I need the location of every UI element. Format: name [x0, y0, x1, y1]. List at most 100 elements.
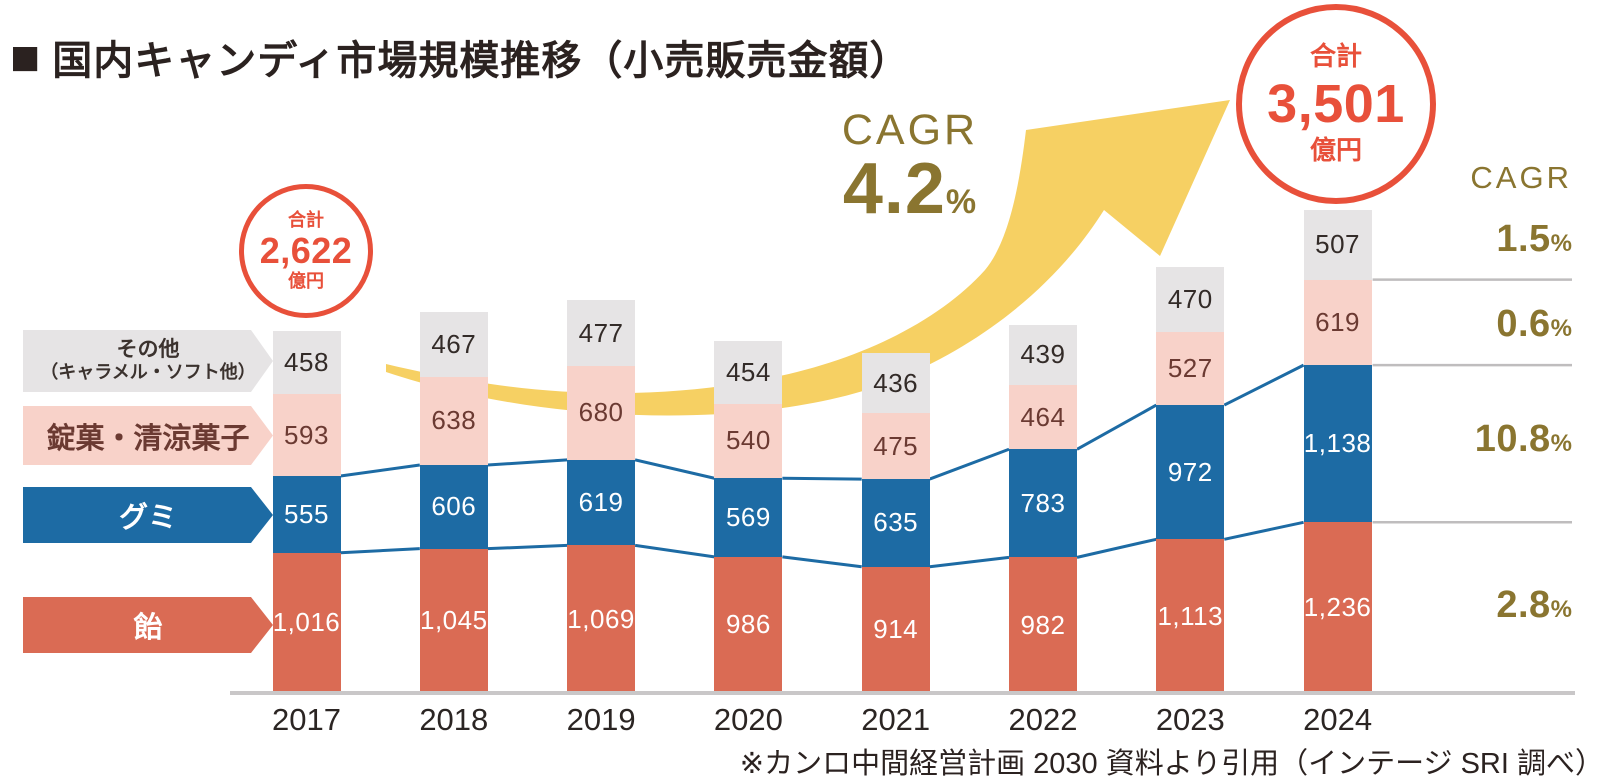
legend-item-gummy: グミ — [23, 487, 273, 543]
bar-segment: 680 — [567, 365, 636, 460]
bar-segment: 477 — [567, 300, 636, 366]
bar-segment: 914 — [861, 566, 930, 693]
bar-value-label: 436 — [873, 367, 919, 398]
total-badge-2017: 合計 2,622 億円 — [239, 184, 373, 318]
bar-value-label: 914 — [873, 614, 919, 645]
bar-segment: 1,045 — [419, 548, 488, 693]
bar-value-label: 619 — [1315, 306, 1361, 337]
bar-value-label: 477 — [578, 317, 624, 348]
cagr-value-candy: 2.8% — [1496, 584, 1572, 626]
percent-sign: % — [1550, 430, 1572, 457]
bar-segment: 569 — [714, 478, 783, 557]
title-square-icon: ■ — [10, 29, 41, 85]
bar-segment: 619 — [1303, 279, 1372, 366]
page-title-text: 国内キャンディ市場規模推移（小売販売金額） — [52, 39, 911, 83]
bar-segment: 439 — [1009, 324, 1077, 386]
bar-segment: 436 — [861, 353, 930, 414]
total-value: 3,501 — [1267, 73, 1405, 134]
bar-segment: 555 — [272, 476, 341, 553]
bar-value-label: 1,016 — [272, 607, 341, 638]
total-heading: 合計 — [1309, 40, 1362, 71]
bar-segment: 619 — [567, 459, 636, 546]
x-axis-year-label: 2019 — [566, 702, 636, 737]
bar-value-label: 464 — [1020, 401, 1066, 432]
bar-value-label: 635 — [873, 507, 919, 538]
legend-label: グミ — [118, 502, 177, 534]
bar-segment: 1,069 — [567, 545, 636, 693]
bar-segment: 467 — [419, 312, 488, 377]
bar-segment: 458 — [272, 330, 341, 395]
bar-segment: 783 — [1009, 449, 1077, 558]
bar-value-label: 783 — [1020, 487, 1066, 518]
bar-value-label: 606 — [431, 491, 477, 522]
bar-value-label: 454 — [725, 356, 771, 387]
bar-value-label: 467 — [431, 329, 477, 360]
bar-value-label: 986 — [725, 609, 771, 640]
x-axis-year-label: 2021 — [861, 702, 931, 737]
bar-value-label: 972 — [1167, 456, 1213, 487]
cagr-value-others: 1.5% — [1496, 218, 1572, 260]
bar-segment: 540 — [714, 403, 783, 479]
total-heading: 合計 — [288, 209, 324, 230]
bar-segment: 1,236 — [1303, 522, 1372, 693]
source-note: ※カンロ中間経営計画 2030 資料より引用（インテージ SRI 調べ） — [739, 748, 1604, 780]
bar-value-label: 1,236 — [1303, 592, 1372, 623]
bar-value-label: 680 — [578, 397, 624, 428]
legend-item-candy: 飴 — [23, 597, 273, 653]
bar-value-label: 470 — [1167, 284, 1213, 315]
bar-segment: 454 — [714, 340, 783, 404]
bar-value-label: 1,069 — [567, 603, 635, 634]
bar-segment: 1,016 — [272, 552, 341, 693]
total-unit: 億円 — [1309, 135, 1362, 166]
bar-value-label: 555 — [284, 498, 329, 529]
page-title: ■ 国内キャンディ市場規模推移（小売販売金額） — [10, 28, 910, 86]
bar-value-label: 540 — [725, 425, 771, 456]
bar-segment: 638 — [419, 376, 488, 465]
bar-segment: 982 — [1009, 557, 1077, 693]
bar-value-label: 527 — [1167, 353, 1213, 384]
bar-segment: 986 — [714, 556, 783, 693]
x-axis-year-label: 2017 — [272, 702, 341, 737]
bar-value-label: 475 — [873, 430, 919, 461]
bar-value-label: 458 — [284, 347, 329, 377]
bar-segment: 475 — [861, 413, 930, 480]
bar-segment: 593 — [272, 394, 341, 477]
bar-value-label: 1,138 — [1303, 428, 1372, 459]
x-axis-year-label: 2022 — [1008, 702, 1078, 737]
bar-value-label: 593 — [284, 419, 329, 450]
legend-label: 錠菓・清涼菓子 — [46, 422, 250, 455]
cagr-overall-callout: CAGR 4.2% — [815, 106, 1005, 230]
percent-sign: % — [1550, 230, 1572, 257]
bar-value-label: 569 — [725, 502, 771, 533]
percent-sign: % — [1550, 596, 1572, 623]
bar-segment: 1,113 — [1156, 539, 1225, 693]
x-axis-year-label: 2020 — [713, 702, 783, 737]
bar-segment: 527 — [1156, 332, 1225, 406]
bar-value-label: 439 — [1020, 339, 1066, 370]
cagr-overall-value: 4.2% — [842, 149, 978, 230]
bar-value-label: 982 — [1020, 609, 1066, 640]
bar-value-label: 638 — [431, 405, 477, 436]
bar-value-label: 619 — [578, 487, 624, 518]
legend-sublabel: （キャラメル・ソフト他） — [40, 362, 256, 383]
bar-value-label: 1,045 — [420, 605, 488, 636]
bar-segment: 507 — [1303, 209, 1372, 280]
bar-segment: 606 — [419, 464, 488, 549]
bar-value-label: 507 — [1315, 229, 1361, 260]
bar-segment: 470 — [1156, 267, 1225, 333]
x-axis-year-label: 2023 — [1155, 702, 1225, 737]
total-unit: 億円 — [288, 270, 324, 291]
bar-segment: 1,138 — [1303, 365, 1372, 523]
legend-label: その他 — [116, 338, 180, 362]
x-axis-line — [230, 691, 1575, 695]
cagr-overall-label: CAGR — [841, 106, 979, 154]
bar-value-label: 1,113 — [1157, 600, 1224, 631]
legend-item-others: その他 （キャラメル・ソフト他） — [23, 330, 273, 392]
percent-sign: % — [1550, 315, 1572, 342]
bar-segment: 972 — [1156, 405, 1225, 540]
x-axis-year-label: 2018 — [419, 702, 489, 737]
bar-segment: 635 — [861, 479, 930, 567]
cagr-value-tablet-candy: 0.6% — [1496, 303, 1572, 345]
cagr-value-gummy: 10.8% — [1474, 418, 1572, 460]
